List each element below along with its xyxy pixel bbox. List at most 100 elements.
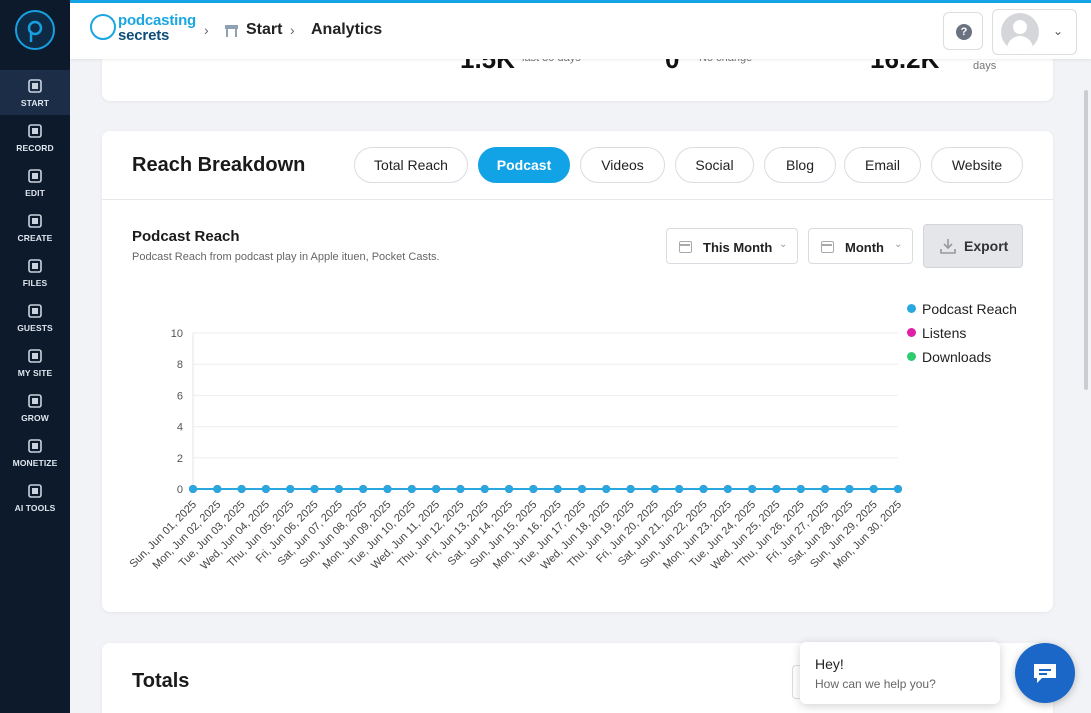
divider (102, 199, 1053, 200)
tab-videos[interactable]: Videos (580, 147, 665, 183)
brand-mark-icon (90, 14, 116, 40)
monetize-icon (28, 439, 42, 453)
legend-downloads[interactable]: Downloads (907, 349, 991, 365)
brand-logo[interactable]: podcasting secrets (90, 12, 198, 44)
user-menu-button[interactable]: ⌄ (992, 9, 1077, 55)
tab-blog[interactable]: Blog (764, 147, 836, 183)
data-point (553, 485, 562, 493)
chart-description: Podcast Reach from podcast play in Apple… (132, 251, 440, 263)
totals-title: Totals (132, 670, 190, 692)
files-icon (28, 259, 42, 273)
guests-icon (28, 304, 42, 318)
tab-website[interactable]: Website (931, 147, 1023, 183)
chevron-right-icon: › (290, 22, 295, 38)
sidebar-item-ai-tools[interactable]: AI TOOLS (0, 475, 70, 520)
start-icon (28, 79, 42, 93)
grow-icon (28, 394, 42, 408)
legend-label: Podcast Reach (922, 301, 1017, 317)
export-button[interactable]: Export (923, 224, 1023, 268)
legend-label: Listens (922, 325, 967, 341)
page-scrollbar[interactable] (1084, 90, 1088, 390)
data-point (480, 485, 489, 493)
chevron-right-icon: › (204, 22, 209, 38)
calendar-icon (679, 241, 692, 253)
sidebar-item-label: FILES (22, 278, 48, 288)
mic-icon (28, 124, 42, 138)
chart-title: Podcast Reach (132, 228, 240, 245)
data-point (602, 485, 611, 493)
sidebar-item-edit[interactable]: EDIT (0, 160, 70, 205)
granularity-select[interactable]: Month ⌄ (808, 228, 913, 264)
legend-podcast-reach[interactable]: Podcast Reach (907, 301, 1017, 317)
data-point (432, 485, 441, 493)
sidebar-item-my-site[interactable]: MY SITE (0, 340, 70, 385)
reach-breakdown-card: Reach Breakdown Total Reach Podcast Videos… (102, 131, 1053, 612)
data-point (748, 485, 757, 493)
sidebar-item-label: START (20, 98, 50, 108)
sidebar-item-monetize[interactable]: MONETIZE (0, 430, 70, 475)
granularity-select-value: Month (845, 240, 884, 255)
chat-prompt: How can we help you? (815, 677, 936, 691)
chevron-down-icon: ⌄ (1053, 24, 1064, 38)
data-point (699, 485, 708, 493)
sidebar-item-label: MONETIZE (12, 458, 58, 468)
sidebar-item-start[interactable]: START (0, 70, 70, 115)
brand-name-line1: podcasting (118, 12, 197, 29)
breadcrumb-start[interactable]: Start (246, 21, 283, 38)
chat-launcher-button[interactable] (1015, 643, 1075, 703)
period-select[interactable]: This Month ⌄ (666, 228, 798, 264)
create-icon (28, 214, 42, 228)
data-point (626, 485, 635, 493)
top-accent-bar (70, 0, 1091, 3)
y-tick-label: 8 (177, 359, 183, 371)
tab-social[interactable]: Social (675, 147, 754, 183)
y-tick-label: 2 (177, 453, 183, 465)
data-point (845, 485, 854, 493)
download-icon (940, 239, 956, 254)
tab-email[interactable]: Email (844, 147, 921, 183)
podcast-logo-icon (27, 20, 43, 42)
chat-icon (1034, 664, 1056, 683)
chat-greeting: Hey! (815, 656, 844, 672)
sidebar: START RECORD EDIT CREATE FILES GUESTS MY SITE G… (0, 0, 70, 713)
app-logo[interactable] (15, 10, 55, 50)
edit-icon (28, 169, 42, 183)
breadcrumb-analytics: Analytics (311, 21, 383, 38)
tab-total-reach[interactable]: Total Reach (354, 147, 468, 183)
reach-breakdown-title: Reach Breakdown (132, 154, 306, 176)
sidebar-item-label: MY SITE (17, 368, 53, 378)
legend-marker (907, 304, 916, 313)
sidebar-item-record[interactable]: RECORD (0, 115, 70, 160)
y-tick-label: 0 (177, 484, 183, 496)
data-point (189, 485, 197, 493)
sidebar-item-grow[interactable]: GROW (0, 385, 70, 430)
sidebar-item-guests[interactable]: GUESTS (0, 295, 70, 340)
sidebar-item-files[interactable]: FILES (0, 250, 70, 295)
data-point (894, 485, 902, 493)
y-tick-label: 6 (177, 390, 183, 402)
data-point (310, 485, 319, 493)
data-point (286, 485, 295, 493)
sidebar-item-label: CREATE (17, 233, 53, 243)
data-point (577, 485, 586, 493)
calendar-icon (821, 241, 834, 253)
legend-listens[interactable]: Listens (907, 325, 966, 341)
help-button[interactable]: ? (943, 12, 983, 50)
sidebar-item-label: GROW (21, 413, 49, 423)
data-point (796, 485, 805, 493)
data-point (383, 485, 392, 493)
sidebar-item-label: GUESTS (17, 323, 53, 333)
legend-marker (907, 352, 916, 361)
data-point (261, 485, 270, 493)
chat-bubble[interactable]: Hey! How can we help you? (800, 642, 1000, 704)
data-point (821, 485, 830, 493)
data-point (529, 485, 538, 493)
data-point (237, 485, 246, 493)
tab-podcast[interactable]: Podcast (478, 147, 570, 183)
chevron-down-icon: ⌄ (894, 239, 903, 250)
export-label: Export (964, 238, 1009, 254)
sidebar-item-create[interactable]: CREATE (0, 205, 70, 250)
legend-marker (907, 328, 916, 337)
data-point (650, 485, 659, 493)
